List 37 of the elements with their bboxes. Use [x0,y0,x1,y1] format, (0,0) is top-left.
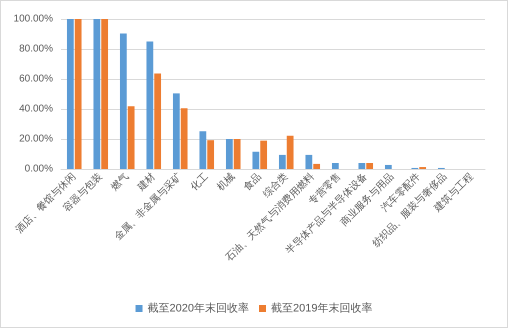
y-tick-label: 60.00% [19,74,54,84]
bar [384,164,392,169]
bar [74,19,82,169]
bar [286,136,294,169]
y-tick-label: 40.00% [19,104,54,114]
bar [234,139,241,169]
bar [66,19,74,169]
bar [313,164,320,169]
bar [260,140,268,169]
bar [154,73,162,169]
y-tick-label: 0.00% [24,164,54,174]
bar [128,106,135,169]
x-tick-label: 建材 [134,170,158,194]
bar [172,93,180,169]
bar [252,152,260,169]
bar [120,34,127,169]
bar [278,154,286,169]
bar [101,19,108,169]
bar [207,140,214,169]
x-tick-label: 化工 [188,170,211,194]
bar [305,154,312,169]
legend-label: 截至2019年末回收率 [271,302,372,314]
bar [180,108,188,169]
x-tick-label: 机械 [214,170,238,194]
bar [226,139,233,169]
bar [332,163,339,169]
y-tick-label: 20.00% [19,134,54,144]
bar [146,42,154,169]
x-tick-label: 燃气 [108,170,132,194]
legend-label: 截至2020年末回收率 [148,302,250,314]
x-tick-label: 食品 [241,170,264,194]
y-tick-label: 80.00% [19,44,54,54]
bar [358,163,366,169]
bar [93,19,100,169]
bar [199,131,206,169]
y-tick-label: 100.00% [14,14,54,24]
bar [366,163,374,169]
